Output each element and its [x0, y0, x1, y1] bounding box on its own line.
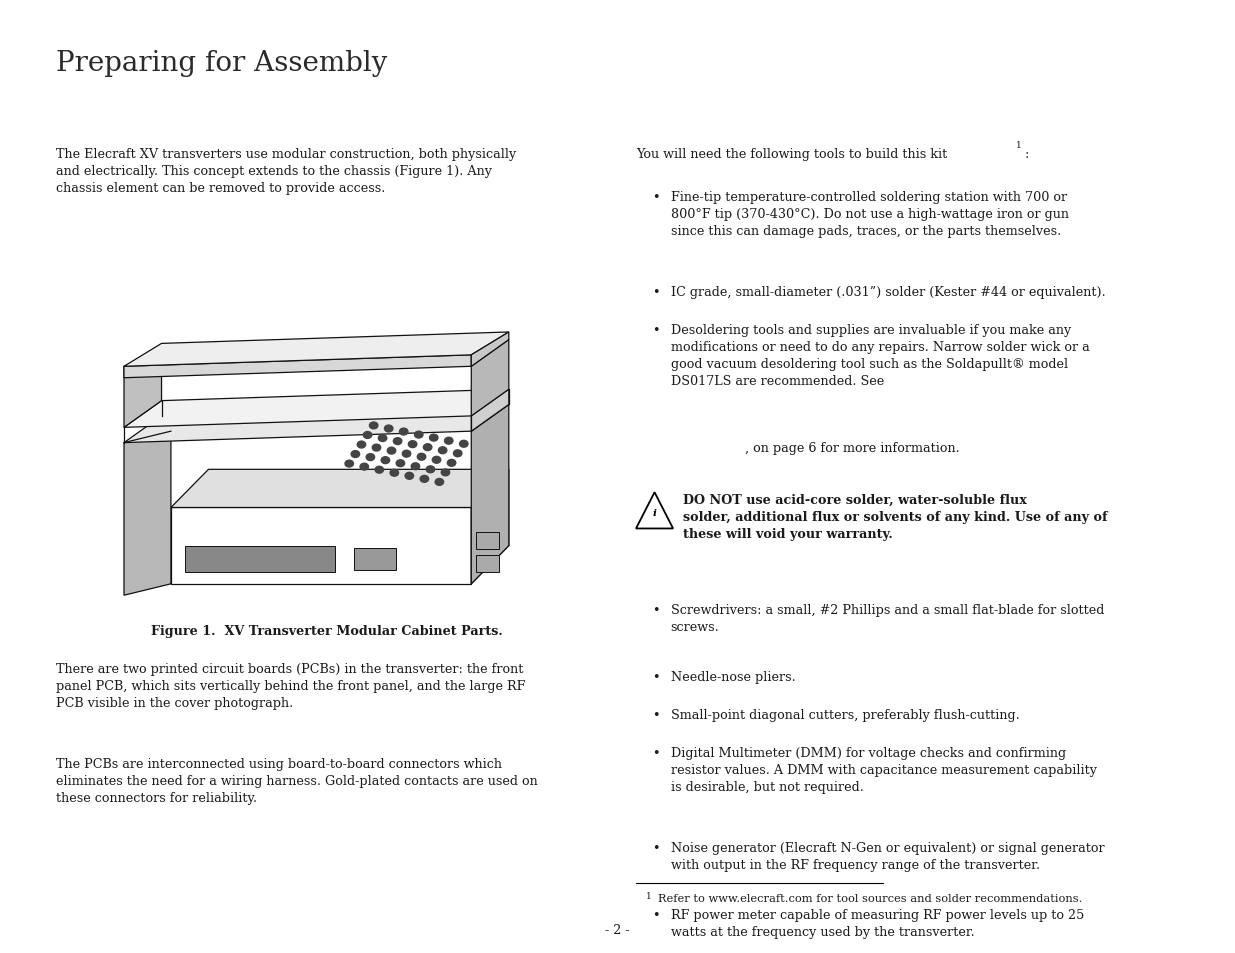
Circle shape	[396, 460, 405, 467]
Polygon shape	[170, 508, 472, 584]
Circle shape	[438, 447, 447, 455]
Circle shape	[435, 479, 443, 486]
Text: •: •	[652, 324, 659, 337]
Circle shape	[390, 470, 399, 476]
Text: Fine-tip temperature-controlled soldering station with 700 or
800°F tip (370-430: Fine-tip temperature-controlled solderin…	[671, 191, 1068, 237]
Text: i: i	[652, 508, 657, 517]
Circle shape	[417, 454, 426, 460]
Text: :: :	[1025, 148, 1030, 161]
Bar	[475, 533, 499, 550]
Text: Noise generator (Elecraft N-Gen or equivalent) or signal generator
with output i: Noise generator (Elecraft N-Gen or equiv…	[671, 841, 1104, 871]
Polygon shape	[472, 340, 509, 416]
Text: Desoldering tools and supplies are invaluable if you make any
modifications or n: Desoldering tools and supplies are inval…	[671, 324, 1089, 388]
Circle shape	[372, 445, 380, 452]
Circle shape	[351, 451, 359, 458]
Text: There are two printed circuit boards (PCBs) in the transverter: the front
panel : There are two printed circuit boards (PC…	[56, 662, 525, 709]
Text: Small-point diagonal cutters, preferably flush-cutting.: Small-point diagonal cutters, preferably…	[671, 708, 1019, 721]
Text: , on page 6 for more information.: , on page 6 for more information.	[745, 441, 960, 455]
Polygon shape	[124, 390, 509, 428]
Text: •: •	[652, 708, 659, 721]
Text: •: •	[652, 191, 659, 204]
Text: •: •	[652, 670, 659, 683]
Text: •: •	[652, 603, 659, 617]
Polygon shape	[124, 355, 162, 428]
Circle shape	[411, 463, 420, 470]
Polygon shape	[124, 355, 472, 378]
Text: •: •	[652, 746, 659, 760]
Text: RF power meter capable of measuring RF power levels up to 25
watts at the freque: RF power meter capable of measuring RF p…	[671, 908, 1084, 938]
Text: Screwdrivers: a small, #2 Phillips and a small flat-blade for slotted
screws.: Screwdrivers: a small, #2 Phillips and a…	[671, 603, 1104, 633]
Circle shape	[345, 460, 353, 468]
Polygon shape	[124, 333, 509, 367]
Circle shape	[420, 476, 429, 483]
Text: 1: 1	[646, 891, 652, 900]
Circle shape	[384, 426, 393, 433]
Circle shape	[382, 457, 389, 464]
Circle shape	[369, 422, 378, 430]
Circle shape	[363, 432, 372, 439]
Bar	[354, 548, 396, 571]
Polygon shape	[472, 470, 509, 584]
Text: •: •	[652, 286, 659, 299]
Circle shape	[357, 441, 366, 449]
Polygon shape	[472, 333, 509, 367]
Polygon shape	[170, 470, 509, 508]
Text: The Elecraft XV transverters use modular construction, both physically
and elect: The Elecraft XV transverters use modular…	[56, 148, 516, 194]
Circle shape	[459, 441, 468, 448]
Circle shape	[445, 437, 453, 445]
Circle shape	[441, 470, 450, 476]
Circle shape	[405, 473, 414, 479]
Text: You will need the following tools to build this kit: You will need the following tools to bui…	[636, 148, 947, 161]
Polygon shape	[124, 432, 170, 596]
Polygon shape	[472, 390, 509, 432]
Polygon shape	[124, 405, 509, 443]
Bar	[185, 546, 335, 573]
Circle shape	[453, 451, 462, 457]
Text: Figure 1.  XV Transverter Modular Cabinet Parts.: Figure 1. XV Transverter Modular Cabinet…	[152, 624, 503, 638]
Polygon shape	[472, 405, 509, 584]
Polygon shape	[636, 493, 673, 529]
Text: The PCBs are interconnected using board-to-board connectors which
eliminates the: The PCBs are interconnected using board-…	[56, 758, 537, 804]
Text: Needle-nose pliers.: Needle-nose pliers.	[671, 670, 795, 683]
Text: 1: 1	[1016, 141, 1023, 150]
Text: - 2 -: - 2 -	[605, 923, 630, 936]
Circle shape	[403, 451, 411, 457]
Circle shape	[361, 464, 368, 471]
Circle shape	[409, 441, 417, 448]
Text: DO NOT use acid-core solder, water-soluble flux
solder, additional flux or solve: DO NOT use acid-core solder, water-solub…	[683, 494, 1108, 540]
Circle shape	[415, 432, 422, 438]
Text: •: •	[652, 841, 659, 855]
Text: IC grade, small-diameter (.031”) solder (Kester #44 or equivalent).: IC grade, small-diameter (.031”) solder …	[671, 286, 1105, 299]
Circle shape	[432, 456, 441, 464]
Circle shape	[388, 448, 395, 455]
Circle shape	[366, 455, 374, 461]
Circle shape	[375, 467, 384, 474]
Text: Digital Multimeter (DMM) for voltage checks and confirming
resistor values. A DM: Digital Multimeter (DMM) for voltage che…	[671, 746, 1097, 793]
Bar	[475, 556, 499, 573]
Text: •: •	[652, 908, 659, 922]
Circle shape	[394, 438, 401, 445]
Text: Preparing for Assembly: Preparing for Assembly	[56, 50, 387, 76]
Text: Refer to www.elecraft.com for tool sources and solder recommendations.: Refer to www.elecraft.com for tool sourc…	[658, 893, 1083, 902]
Circle shape	[430, 435, 438, 441]
Circle shape	[426, 466, 435, 474]
Circle shape	[447, 460, 456, 467]
Circle shape	[378, 436, 387, 442]
Circle shape	[424, 444, 432, 451]
Circle shape	[399, 429, 408, 436]
